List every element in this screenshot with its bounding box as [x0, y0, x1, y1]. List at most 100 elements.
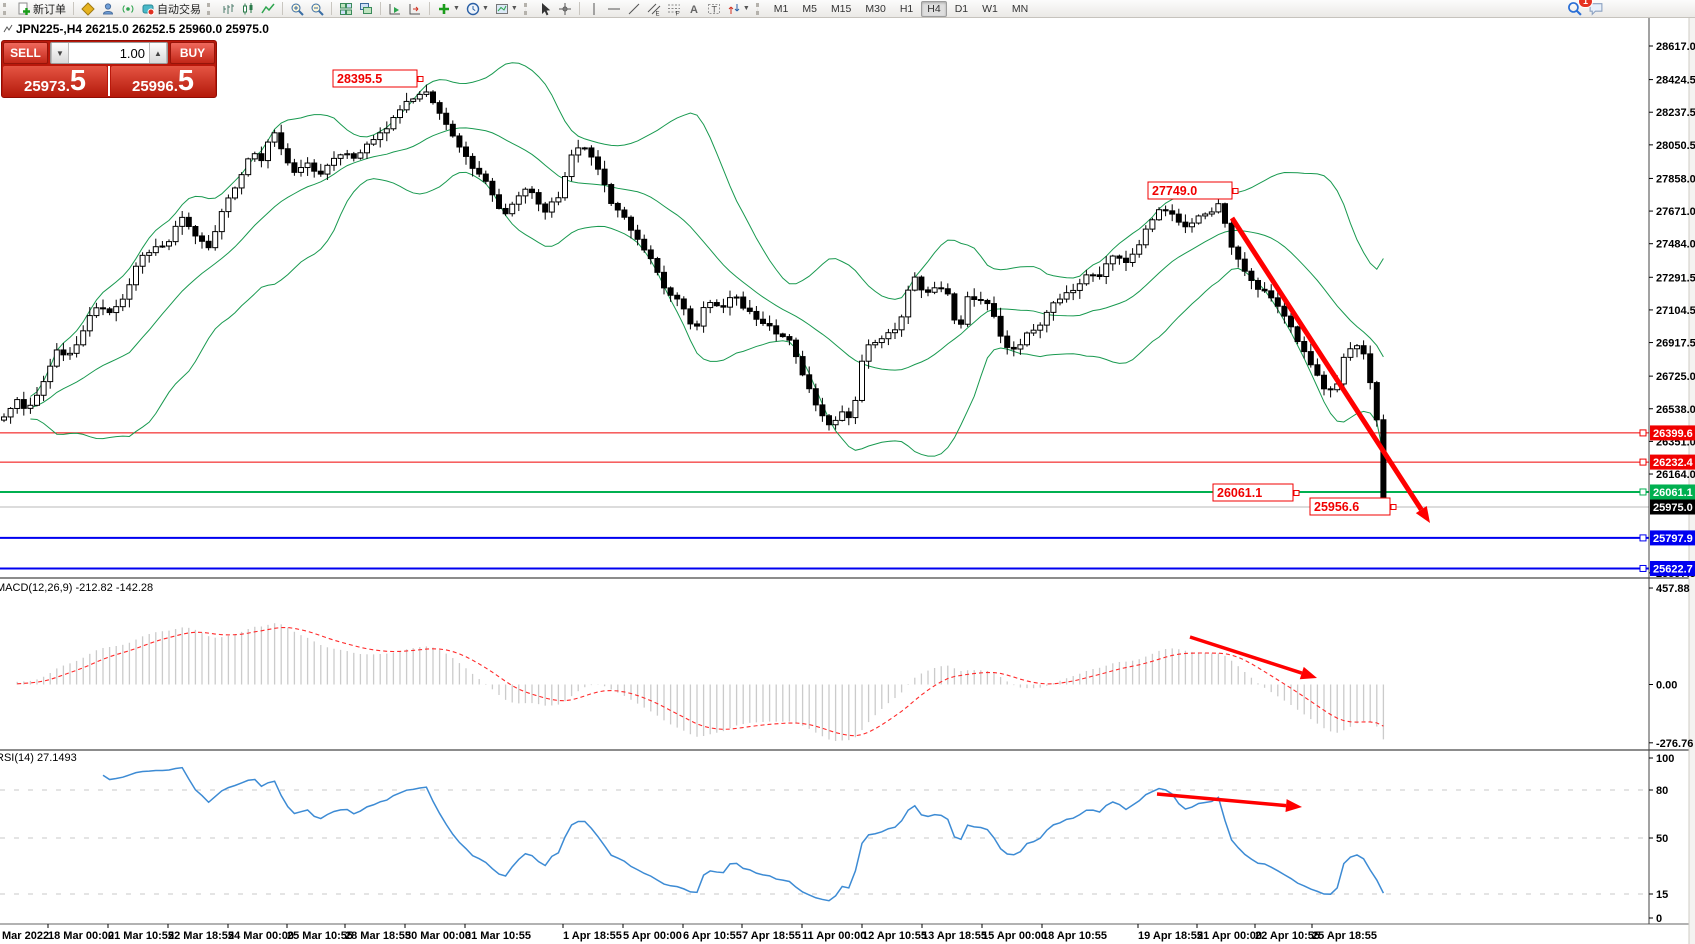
vertical-line-tool-button[interactable] [584, 1, 604, 16]
rsi-axis-tick: 0 [1656, 913, 1662, 925]
equidistant-channel-tool-button[interactable]: E [644, 1, 664, 16]
timeframe-W1-button[interactable]: W1 [982, 2, 998, 15]
time-tick-label: Mar 2022 [2, 930, 49, 942]
cascade-windows-button[interactable] [356, 1, 376, 16]
time-tick-label: 18 Apr 10:55 [1042, 930, 1107, 942]
community-button[interactable] [98, 1, 118, 16]
text-tool-button[interactable]: A [684, 1, 704, 16]
sell-price[interactable]: 25973. 5 [3, 66, 107, 96]
volume-decrease-button[interactable]: ▼ [51, 43, 69, 63]
macd-label: MACD(12,26,9) -212.82 -142.28 [0, 582, 154, 594]
candlestick-icon [243, 2, 253, 14]
cursor-tool-button[interactable] [535, 1, 555, 16]
volume-increase-button[interactable]: ▲ [149, 43, 167, 63]
zoom-out-button[interactable] [307, 1, 327, 16]
trend-arrow-rsi[interactable] [1156, 792, 1302, 813]
chevron-down-icon: ▼ [453, 5, 460, 12]
timeframe-M1-button[interactable]: M1 [773, 2, 789, 15]
timeframe-H4-button[interactable]: H4 [921, 0, 947, 17]
line-chart-button[interactable] [258, 1, 278, 16]
buy-price[interactable]: 25996. 5 [111, 66, 215, 96]
timeframe-MN-button[interactable]: MN [1011, 2, 1029, 15]
macd-signal-line [17, 626, 1384, 737]
autotrading-button[interactable]: 自动交易 [138, 1, 204, 16]
periods-button[interactable]: ▼ [463, 1, 492, 16]
price-annotations[interactable]: 28395.5 27749.0 26061.1 25956.6 [332, 69, 1397, 516]
zoom-in-icon [291, 3, 304, 16]
search-icon [1568, 2, 1582, 16]
timeframe-M15-button[interactable]: M15 [830, 2, 852, 15]
horizontal-price-lines[interactable] [0, 432, 1649, 570]
signals-button[interactable] [118, 1, 138, 16]
price-line-box: 26399.6 [1653, 428, 1693, 440]
buy-button[interactable]: BUY [170, 42, 215, 64]
search-button[interactable] [1564, 1, 1585, 16]
community-icon [102, 2, 114, 14]
chart-shift-button[interactable] [405, 1, 425, 16]
svg-text:T: T [711, 4, 717, 14]
chart-shift-icon [409, 3, 420, 14]
price-tick: 26164.0 [1656, 469, 1695, 481]
time-tick-label: 25 Apr 18:55 [1312, 930, 1377, 942]
timeframe-D1-button[interactable]: D1 [954, 2, 969, 15]
time-tick-label: 11 Apr 00:00 [802, 930, 866, 942]
price-tick: 27671.0 [1656, 206, 1695, 218]
indicators-button[interactable]: ▼ [434, 1, 463, 16]
horizontal-line-tool-button[interactable] [604, 1, 624, 16]
new-order-button[interactable]: 新订单 [14, 1, 69, 16]
cursor-icon [541, 2, 551, 15]
arrows-icon [728, 3, 740, 14]
sell-button[interactable]: SELL [3, 42, 48, 64]
main-toolbar: 新订单 自动交易 ▼ ▼ ▼ E F A [0, 0, 1695, 18]
candlestick-series [1, 84, 1387, 511]
zoom-out-icon [311, 3, 324, 16]
chevron-down-icon: ▼ [742, 5, 750, 12]
price-tick: 28424.5 [1656, 75, 1695, 87]
price-line-box: 25622.7 [1653, 563, 1693, 575]
time-tick-label: 28 Mar 18:55 [345, 930, 411, 942]
metaeditor-button[interactable] [78, 1, 98, 16]
price-divider [108, 66, 110, 96]
vertical-line-icon [593, 2, 595, 15]
time-tick-label: 1 Apr 18:55 [563, 930, 622, 942]
toolbar-grip [3, 2, 11, 15]
time-tick-label: 13 Apr 18:55 [922, 930, 987, 942]
bar-chart-button[interactable] [218, 1, 238, 16]
line-chart-icon [261, 3, 275, 13]
time-tick-label: 25 Mar 10:55 [287, 930, 353, 942]
time-tick-label: 6 Apr 10:55 [683, 930, 742, 942]
macd-histogram [16, 623, 1385, 741]
fibonacci-tool-button[interactable]: F [664, 1, 684, 16]
tile-windows-button[interactable] [336, 1, 356, 16]
trend-arrow-main[interactable] [1229, 216, 1430, 523]
tile-windows-icon [340, 2, 352, 15]
volume-spinner[interactable]: ▼ 1.00 ▲ [50, 42, 168, 64]
trend-arrow-macd[interactable] [1189, 635, 1317, 680]
chart-title: JPN225-,H4 26215.0 26252.5 25960.0 25975… [16, 22, 269, 36]
price-tick: 26538.0 [1656, 404, 1695, 416]
auto-scroll-button[interactable] [385, 1, 405, 16]
price-line-box: 26061.1 [1653, 487, 1693, 499]
crosshair-tool-button[interactable] [555, 1, 575, 16]
time-tick-label: 5 Apr 00:00 [623, 930, 682, 942]
metaeditor-icon [81, 1, 95, 16]
arrows-tool-button[interactable]: ▼ [724, 1, 753, 16]
notifications-button[interactable]: 1 [1578, 0, 1607, 16]
timeframe-M5-button[interactable]: M5 [802, 2, 817, 15]
text-label-tool-button[interactable]: T [704, 1, 724, 16]
timeframe-M30-button[interactable]: M30 [865, 2, 886, 15]
trendline-tool-button[interactable] [624, 1, 644, 16]
timeframe-bar: M1 M5 M15 M30 H1 H4 D1 W1 MN [767, 0, 1035, 17]
volume-value[interactable]: 1.00 [119, 45, 145, 61]
current-price-box: 25975.0 [1653, 502, 1693, 514]
timeframe-H1-button[interactable]: H1 [899, 2, 914, 15]
zoom-in-button[interactable] [287, 1, 307, 16]
rsi-label: RSI(14) 27.1493 [0, 752, 77, 764]
horizontal-line-icon [607, 8, 620, 9]
candlestick-chart-button[interactable] [238, 1, 258, 16]
macd-axis-tick: -276.76 [1656, 738, 1693, 750]
templates-button[interactable]: ▼ [492, 1, 521, 16]
signals-icon [122, 4, 134, 13]
